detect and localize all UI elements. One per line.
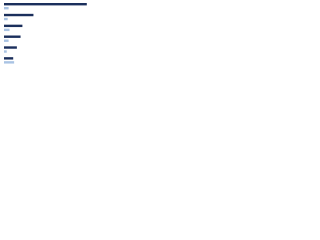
bar <box>4 50 7 53</box>
bar <box>4 24 23 28</box>
bar <box>4 57 14 60</box>
bar <box>4 7 9 10</box>
bar <box>4 61 15 64</box>
bar <box>4 35 21 38</box>
bar <box>4 46 17 49</box>
bar <box>4 17 8 21</box>
bar <box>4 39 9 42</box>
page: (() => { const data = JSON.parse(documen… <box>0 0 320 71</box>
bar <box>4 28 10 32</box>
chart <box>4 3 87 64</box>
bar <box>4 13 34 17</box>
bar <box>4 3 87 6</box>
